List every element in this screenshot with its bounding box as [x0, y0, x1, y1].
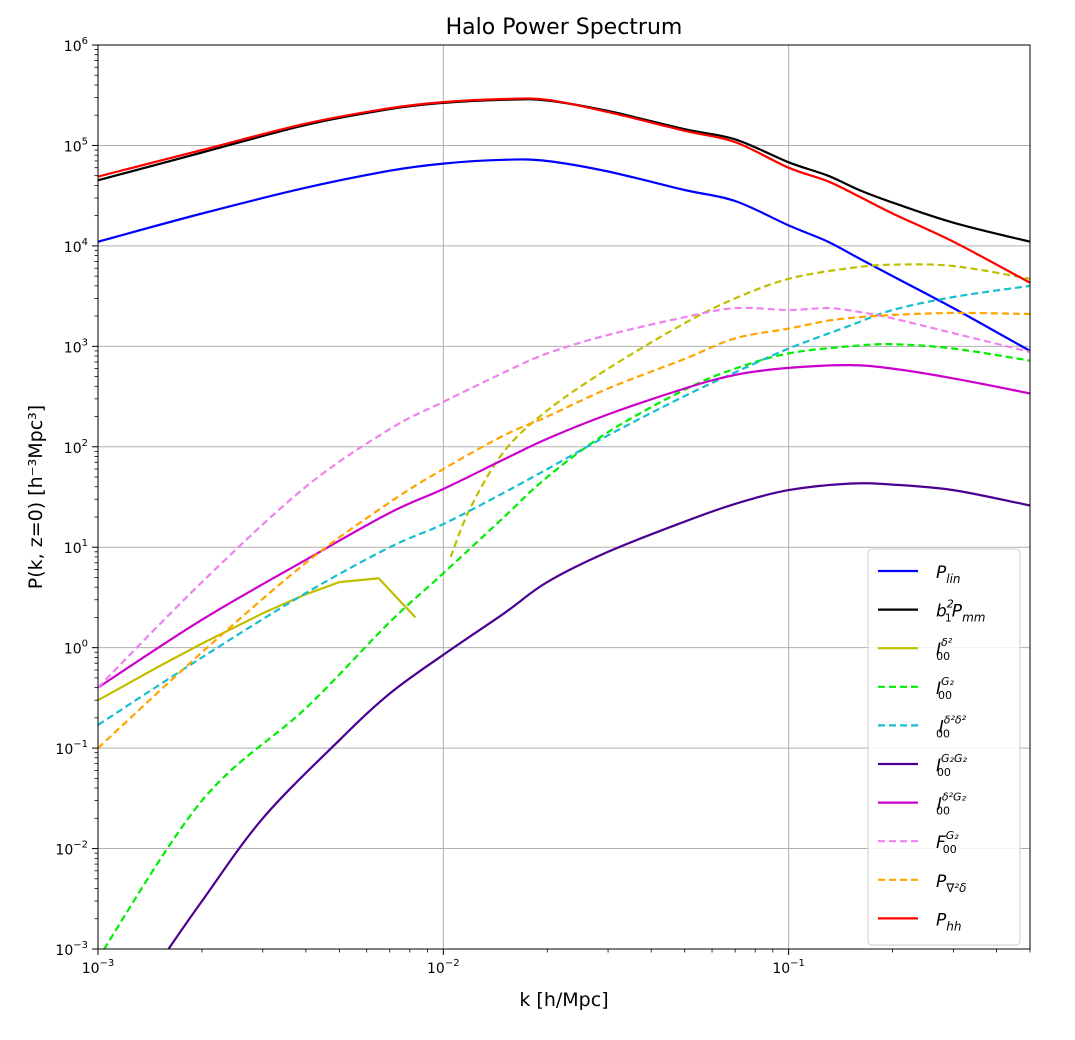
y-tick-label: 104: [64, 237, 88, 256]
series-line-p_nabla: [98, 311, 1030, 749]
legend: Plin b2 1Pmm Iδ² 00 IG₂ 00 Iδ²δ² 00 IG₂G₂ 00 Iδ²G₂ 0…: [867, 548, 1021, 946]
series-line-i_d2: [98, 577, 417, 702]
legend-label-i_d2g2: Iδ²G₂ 00: [936, 791, 967, 818]
y-tick-label: 101: [64, 538, 88, 557]
y-tick-label: 106: [64, 36, 88, 55]
y-tick-label: 10−1: [55, 739, 88, 758]
y-tick-label: 102: [64, 438, 88, 457]
y-tick-label: 105: [64, 136, 88, 155]
y-tick-label: 103: [64, 337, 88, 356]
legend-label-p_hh: Phh: [936, 910, 961, 933]
series-line-p_hh: [98, 97, 1030, 284]
legend-label-i_g2g2: IG₂G₂ 00: [936, 752, 967, 779]
series-layer: [98, 97, 1030, 949]
series-line-i_g2: [102, 343, 1030, 949]
legend-label-p_lin: Plin: [936, 563, 961, 586]
series-line-p_lin: [98, 158, 1030, 352]
grid: [97, 45, 1030, 949]
legend-label-i_d2: Iδ² 00: [936, 636, 953, 663]
legend-label-f_g2: FG₂ 00: [936, 829, 959, 856]
series-line-f_g2: [98, 306, 1030, 689]
ticks: 10−3 10−2 10−1 10−3 10−2 10−1 100 101 102 103 104 1…: [55, 36, 1031, 977]
x-axis-label: k [h/Mpc]: [519, 989, 608, 1011]
series-line-b1_pmm: [98, 98, 1030, 243]
legend-label-p_nabla: P∇²δ: [936, 872, 966, 895]
x-tick-label: 10−2: [427, 958, 460, 977]
y-tick-label: 10−3: [55, 940, 88, 959]
y-tick-label: 100: [64, 639, 88, 658]
series-line-i_d2g2: [98, 363, 1030, 689]
chart-title: Halo Power Spectrum: [446, 15, 683, 40]
plot-frame: [97, 44, 1031, 950]
series-line-i_g2g2: [167, 482, 1030, 949]
x-tick-label: 10−1: [772, 958, 805, 977]
x-tick-label: 10−3: [82, 958, 115, 977]
y-tick-label: 10−2: [55, 840, 88, 859]
legend-label-i_d2d2: Iδ²δ² 00: [936, 713, 967, 740]
legend-label-b1_pmm: b2 1Pmm: [936, 598, 985, 625]
y-axis-label: P(k, z=0) [h⁻³Mpc³]: [25, 405, 47, 589]
series-line-i_d2_b: [449, 263, 1030, 558]
legend-label-i_g2: IG₂ 00: [936, 675, 955, 702]
